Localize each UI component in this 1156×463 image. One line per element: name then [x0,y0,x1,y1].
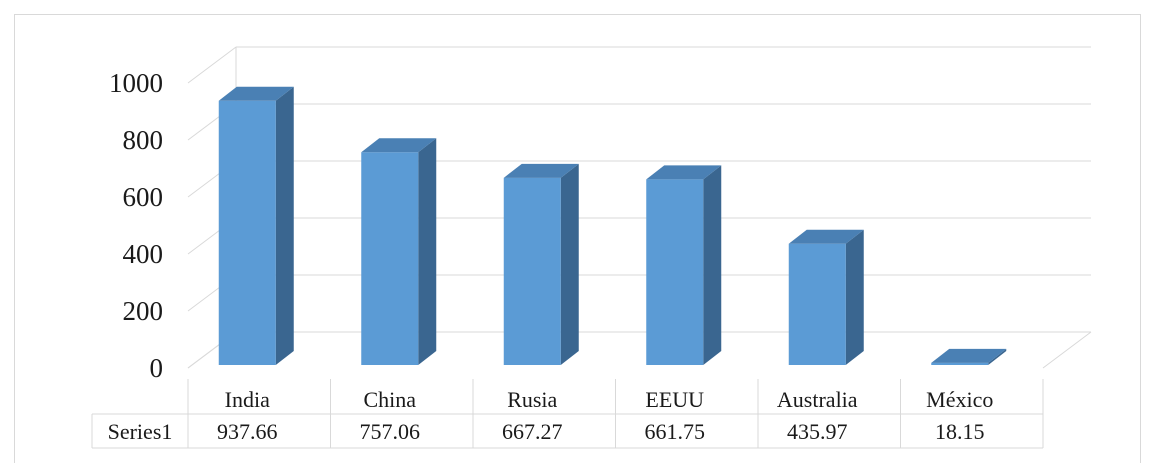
y-tick-label: 0 [150,353,164,383]
bar-side-face [703,165,722,365]
bar-top-face [646,165,722,180]
data-table-value: 667.27 [502,419,563,444]
bar-side-face [988,348,1007,365]
bar-front-face [931,362,989,365]
bar-front-face [788,243,846,365]
gridlines [187,46,1091,369]
y-tick-label: 1000 [109,68,163,98]
bar-front-face [361,152,419,365]
category-label: Australia [777,387,858,412]
category-label: México [926,387,993,412]
bar-top-face [361,138,437,153]
chart-walls [187,47,1092,369]
bar-china [361,138,437,365]
data-table-value: 937.66 [217,419,278,444]
data-table-value: 661.75 [645,419,706,444]
bar-top-face [503,163,579,178]
floor-edge-right [1042,331,1092,369]
bar-front-face [646,179,704,365]
y-axis-ticks: 0 200 400 600 800 1000 [109,68,163,383]
bar-méxico [931,348,1007,365]
bar-front-face [218,100,276,365]
y-tick-label: 800 [123,125,164,155]
data-table-value: 18.15 [935,419,985,444]
category-label: Rusia [507,387,557,412]
chart-frame [14,14,1141,463]
y-tick-label: 600 [123,182,164,212]
bar-rusia [503,163,579,365]
gridline-side [187,46,237,84]
bar-top-face [218,86,294,101]
bar-front-face [503,177,561,365]
category-label: EEUU [645,387,704,412]
category-label: China [363,387,416,412]
y-tick-label: 200 [123,296,164,326]
bar-eeuu [646,165,722,365]
category-label: India [225,387,270,412]
bar-india [218,86,294,365]
series-name-label: Series1 [108,419,173,444]
bar-top-face [931,348,1007,363]
bar-australia [788,229,864,365]
bar-side-face [418,138,437,365]
bar-side-face [845,229,864,365]
data-table: Series1 India 937.66 China 757.06 Rusia 667.27… [91,379,1044,449]
bar-side-face [275,86,294,365]
bar-side-face [560,163,579,365]
data-table-value: 435.97 [787,419,848,444]
bar-top-face [788,229,864,244]
y-tick-label: 400 [123,239,164,269]
bars [218,86,1007,365]
data-table-value: 757.06 [360,419,421,444]
